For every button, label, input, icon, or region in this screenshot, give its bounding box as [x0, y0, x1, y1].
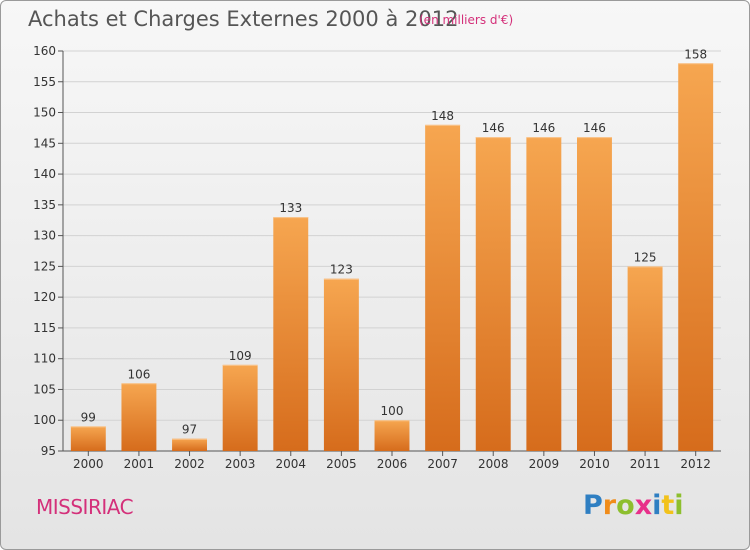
bar — [222, 364, 258, 451]
y-tick-label: 120 — [33, 290, 56, 304]
x-tick-label: 2010 — [579, 457, 610, 471]
bar — [576, 137, 612, 451]
y-tick-label: 115 — [33, 321, 56, 335]
y-tick-label: 155 — [33, 75, 56, 89]
data-label: 158 — [684, 47, 707, 61]
chart-subtitle: (en milliers d'€) — [419, 13, 514, 27]
data-label: 148 — [431, 109, 454, 123]
bar — [526, 137, 562, 451]
data-label: 106 — [127, 367, 150, 381]
town-name: MISSIRIAC — [36, 495, 134, 519]
y-tick-label: 95 — [41, 444, 56, 458]
bar — [475, 137, 511, 451]
bar — [374, 420, 410, 451]
labels: 99 2000 106 2001 97 2002 109 2003 133 2004 123 2005… — [73, 47, 711, 471]
logo-letter: i — [652, 490, 662, 521]
bar — [273, 217, 309, 451]
bar — [425, 124, 461, 451]
x-tick-label: 2005 — [326, 457, 357, 471]
data-label: 133 — [279, 201, 302, 215]
data-label: 146 — [482, 121, 505, 135]
data-label: 125 — [634, 250, 657, 264]
y-tick-label: 125 — [33, 259, 56, 273]
data-label: 123 — [330, 263, 353, 277]
x-tick-label: 2002 — [174, 457, 205, 471]
data-label: 146 — [583, 121, 606, 135]
y-tick-label: 130 — [33, 229, 56, 243]
bar — [627, 266, 663, 451]
data-label: 97 — [182, 423, 197, 437]
logo-letter: t — [661, 490, 675, 521]
bar — [172, 438, 208, 451]
y-tick-label: 100 — [33, 413, 56, 427]
logo-letter: o — [616, 490, 635, 521]
x-tick-label: 2000 — [73, 457, 104, 471]
y-tick-label: 140 — [33, 167, 56, 181]
x-tick-label: 2007 — [427, 457, 458, 471]
bar — [70, 426, 106, 451]
x-tick-label: 2004 — [275, 457, 306, 471]
y-tick-label: 160 — [33, 44, 56, 58]
x-tick-label: 2009 — [529, 457, 560, 471]
x-tick-label: 2011 — [630, 457, 661, 471]
x-tick-label: 2001 — [124, 457, 155, 471]
y-tick-label: 135 — [33, 198, 56, 212]
x-tick-label: 2008 — [478, 457, 509, 471]
x-tick-label: 2003 — [225, 457, 256, 471]
data-label: 109 — [229, 349, 252, 363]
logo-letter: P — [583, 490, 603, 521]
y-tick-label: 150 — [33, 106, 56, 120]
logo-letter: x — [634, 490, 653, 521]
y-tick-label: 145 — [33, 136, 56, 150]
data-label: 146 — [532, 121, 555, 135]
x-tick-label: 2012 — [680, 457, 711, 471]
bar — [121, 383, 157, 451]
x-tick-label: 2006 — [377, 457, 408, 471]
grid-lines — [63, 50, 721, 452]
proxiti-logo: Proxiti — [583, 490, 684, 521]
logo-letter: i — [674, 490, 684, 521]
bars — [70, 63, 714, 452]
chart-title: Achats et Charges Externes 2000 à 2012 — [28, 7, 459, 31]
data-label: 99 — [81, 410, 96, 424]
y-tick-label: 105 — [33, 382, 56, 396]
y-tick-label: 110 — [33, 352, 56, 366]
bar — [678, 63, 714, 452]
logo-letter: r — [602, 490, 617, 521]
bar — [323, 278, 359, 451]
data-label: 100 — [381, 404, 404, 418]
